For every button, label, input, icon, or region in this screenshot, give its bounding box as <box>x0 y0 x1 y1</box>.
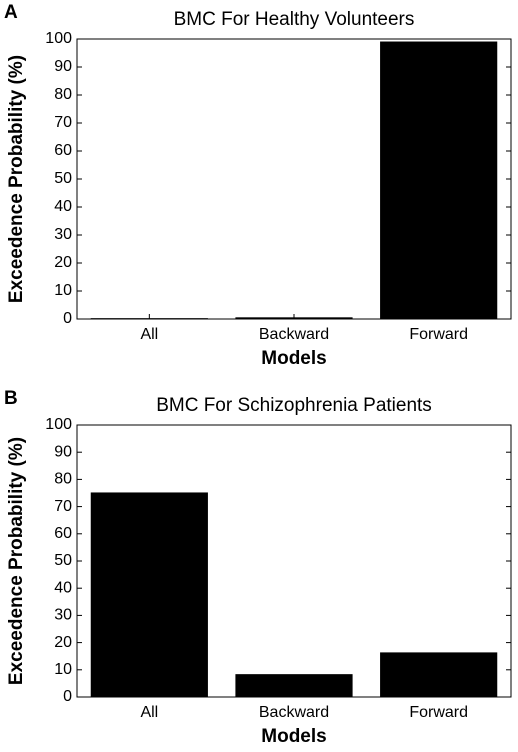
y-axis-label: Exceedence Probability (%) <box>6 55 27 303</box>
y-tick-label: 10 <box>54 661 72 678</box>
x-tick-label: Forward <box>409 704 468 721</box>
y-tick-label: 60 <box>54 525 72 542</box>
axes-frame <box>76 38 512 320</box>
y-tick-label: 70 <box>54 498 72 515</box>
panel-label: B <box>4 388 18 409</box>
y-tick-label: 100 <box>45 30 72 47</box>
x-axis-label: Models <box>261 348 326 369</box>
y-tick-label: 10 <box>54 282 72 299</box>
y-tick-label: 100 <box>45 416 72 433</box>
y-tick-label: 50 <box>54 552 72 569</box>
x-tick-label: All <box>140 704 158 721</box>
y-tick-label: 40 <box>54 198 72 215</box>
x-tick-label: Backward <box>259 326 329 343</box>
y-tick-label: 30 <box>54 607 72 624</box>
y-tick-label: 30 <box>54 226 72 243</box>
y-axis-label: Exceedence Probability (%) <box>6 437 27 685</box>
bar <box>90 492 208 697</box>
bar <box>380 652 498 697</box>
y-tick-label: 60 <box>54 142 72 159</box>
x-axis-label: Models <box>261 726 326 747</box>
bar <box>380 41 498 320</box>
y-tick-label: 80 <box>54 471 72 488</box>
bar <box>235 674 353 697</box>
y-tick-label: 20 <box>54 254 72 271</box>
x-tick-label: All <box>140 326 158 343</box>
y-tick-label: 90 <box>54 443 72 460</box>
y-tick-label: 40 <box>54 579 72 596</box>
panel-label: A <box>4 2 18 23</box>
y-tick-label: 0 <box>63 310 72 327</box>
y-tick-label: 70 <box>54 114 72 131</box>
axes-frame <box>76 424 512 698</box>
x-tick-label: Forward <box>409 326 468 343</box>
y-tick-label: 80 <box>54 86 72 103</box>
y-tick-label: 90 <box>54 58 72 75</box>
y-tick-label: 50 <box>54 170 72 187</box>
y-tick-label: 0 <box>63 688 72 705</box>
chart-title: BMC For Healthy Volunteers <box>174 9 415 30</box>
chart-title: BMC For Schizophrenia Patients <box>156 395 432 416</box>
x-tick-label: Backward <box>259 704 329 721</box>
y-tick-label: 20 <box>54 634 72 651</box>
